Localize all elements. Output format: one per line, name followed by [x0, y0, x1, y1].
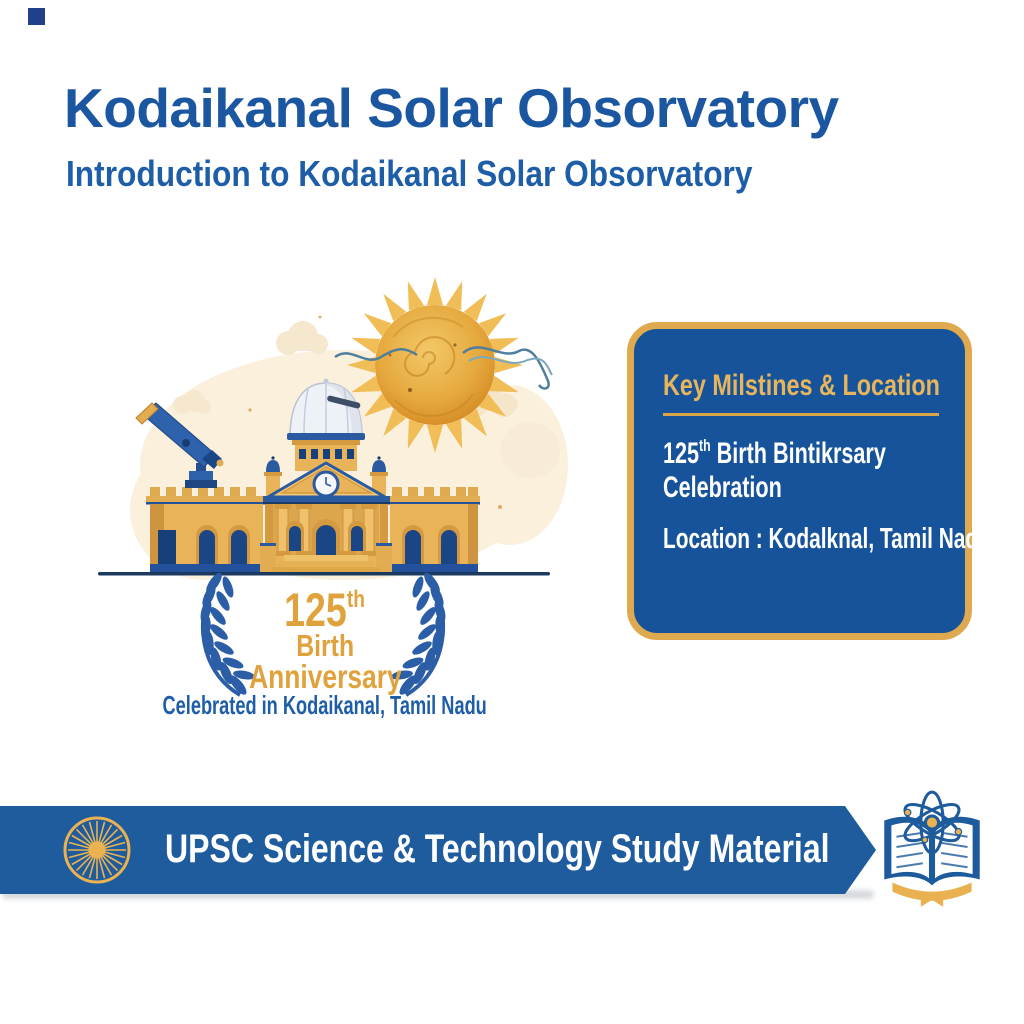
corner-accent-square [28, 8, 45, 25]
telescope-icon [135, 402, 224, 488]
observatory-building [135, 378, 480, 572]
laurel-wreath [200, 568, 450, 700]
observatory-illustration [98, 277, 568, 700]
central-block [260, 378, 392, 572]
right-wing [388, 487, 480, 572]
steps [272, 555, 380, 572]
footer-ribbon [0, 806, 876, 894]
anniversary-line1: Birth [296, 627, 354, 663]
open-book-atom-icon [884, 790, 980, 907]
page-title: Kodaikanal Solar Obsorvatory [64, 77, 839, 139]
anniversary-badge: 125th Birth Anniversary [170, 583, 480, 696]
anniversary-number: 125th [284, 583, 366, 636]
anniversary-line2: Anniversary [248, 658, 402, 696]
atom-icon [903, 790, 963, 855]
entrance-door [316, 525, 336, 555]
banner-shadow [2, 890, 874, 899]
ashoka-chakra-icon [63, 816, 131, 884]
heading-underline [663, 413, 939, 416]
sun-icon [334, 277, 553, 453]
cloud [276, 321, 328, 355]
cloud [173, 390, 211, 414]
info-card-heading: Key Milstines & Location [663, 369, 940, 402]
location-text: Location : Kodalknal, Tamil Nadu [663, 523, 991, 555]
info-card: Key Milstines & Location 125th Birth Bin… [627, 322, 991, 640]
milestone-text-line2: Celebration [663, 471, 782, 504]
anniversary-caption: Celebrated in Kodaikanal, Tamil Nadu [162, 690, 488, 720]
left-wing [146, 487, 267, 572]
page-subtitle: Introduction to Kodaikanal Solar Obsorva… [66, 153, 753, 194]
milestone-text: 125th Birth Bintikrsary [663, 436, 886, 470]
ground-line [98, 572, 550, 576]
footer-banner-text: UPSC Science & Technology Study Material [165, 827, 830, 871]
